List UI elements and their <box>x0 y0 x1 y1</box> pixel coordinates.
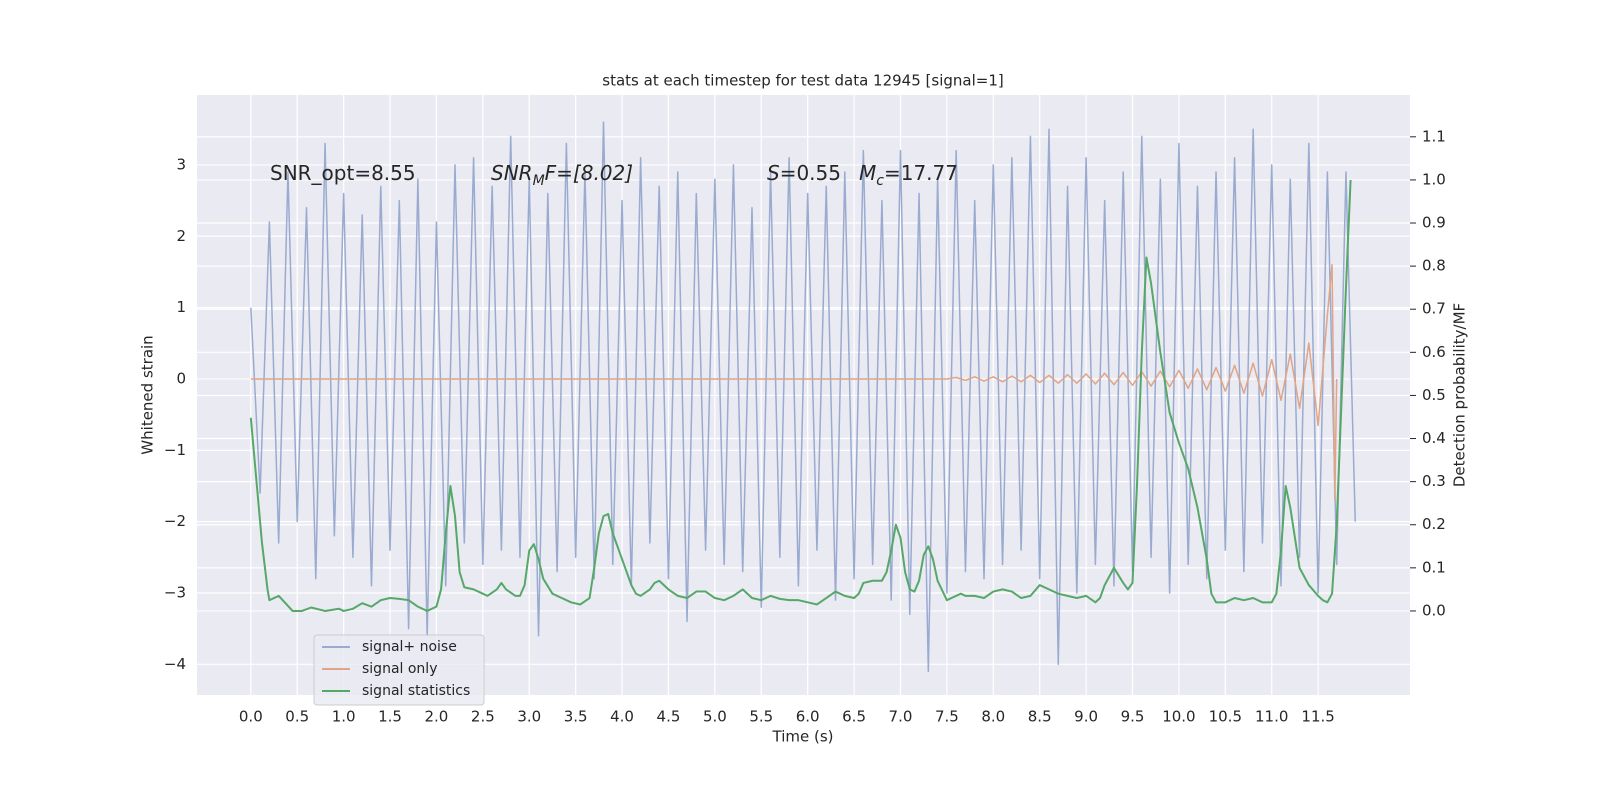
annotation: Mc=17.77 <box>859 161 958 189</box>
x-tick-label: 3.0 <box>517 708 541 726</box>
y-tick-label: −2 <box>164 512 186 530</box>
y2-tick-label: 1.0 <box>1422 170 1446 188</box>
x-tick-label: 4.0 <box>610 708 634 726</box>
x-tick-label: 8.0 <box>981 708 1005 726</box>
x-tick-label: 8.5 <box>1028 708 1052 726</box>
annotation: S=0.55 <box>767 161 841 185</box>
y2-tick-label: 1.1 <box>1422 127 1446 145</box>
annotation-part: =17.77 <box>884 161 958 185</box>
x-tick-label: 10.5 <box>1209 708 1242 726</box>
legend-label: signal+ noise <box>362 639 457 655</box>
annotation: SNRMF=[8.02] <box>491 161 633 189</box>
y2-tick-label: 0.5 <box>1422 386 1446 404</box>
x-tick-label: 0.5 <box>285 708 309 726</box>
y-tick-label: −4 <box>164 655 186 673</box>
y-tick-label: −1 <box>164 441 186 459</box>
annotation-part: M <box>859 161 876 185</box>
annotation-part: F=[8.02] <box>545 161 633 185</box>
y2-tick-label: 0.4 <box>1422 429 1446 447</box>
legend-label: signal only <box>362 661 437 677</box>
y2-tick-label: 0.6 <box>1422 343 1446 361</box>
annotation-part: c <box>876 173 884 189</box>
y2-tick-label: 0.7 <box>1422 300 1446 318</box>
x-tick-label: 9.0 <box>1074 708 1098 726</box>
annotation: SNR_opt=8.55 <box>270 161 416 185</box>
x-tick-label: 7.0 <box>889 708 913 726</box>
legend: signal+ noise signal only signal statistic… <box>313 634 485 706</box>
x-tick-label: 5.5 <box>749 708 773 726</box>
x-tick-label: 5.0 <box>703 708 727 726</box>
series-line <box>250 121 1356 673</box>
x-tick-label: 11.5 <box>1301 708 1334 726</box>
series-line <box>250 264 1338 501</box>
x-tick-label: 7.5 <box>935 708 959 726</box>
y-tick-label: −3 <box>164 583 186 601</box>
annotation-part: SNR <box>491 161 533 185</box>
series <box>249 121 1356 673</box>
y-tick-label: 0 <box>176 369 186 387</box>
annotation-part: SNR_opt=8.55 <box>270 161 416 185</box>
y-tick-label: 2 <box>176 227 186 245</box>
x-tick-label: 2.5 <box>471 708 495 726</box>
y2-axis-label: Detection probability/MF <box>1451 303 1469 487</box>
annotation-part: M <box>533 173 545 189</box>
y2-tick-label: 0.9 <box>1422 214 1446 232</box>
y-axis-label: Whitened strain <box>139 335 157 454</box>
x-tick-label: 2.0 <box>425 708 449 726</box>
legend-box <box>313 634 485 706</box>
x-tick-label: 4.5 <box>657 708 681 726</box>
y2-tick-label: 0.2 <box>1422 515 1446 533</box>
annotations: SNR_opt=8.55 SNRMF=[8.02] S=0.55 Mc=17.77 <box>270 161 958 189</box>
x-tick-label: 6.0 <box>796 708 820 726</box>
annotation-part: S <box>767 161 780 185</box>
x-tick-label: 0.0 <box>239 708 263 726</box>
legend-label: signal statistics <box>362 683 470 699</box>
y2-tick-label: 0.8 <box>1422 257 1446 275</box>
x-tick-label: 1.5 <box>378 708 402 726</box>
x-tick-label: 11.0 <box>1255 708 1288 726</box>
y2-tick-label: 0.0 <box>1422 601 1446 619</box>
series-line <box>249 179 1352 612</box>
x-tick-label: 3.5 <box>564 708 588 726</box>
annotation-part: =0.55 <box>780 161 841 185</box>
x-tick-label: 9.5 <box>1121 708 1145 726</box>
y-tick-label: 1 <box>176 298 186 316</box>
y2-tick-label: 0.1 <box>1422 558 1446 576</box>
x-tick-label: 1.0 <box>332 708 356 726</box>
chart-title: stats at each timestep for test data 129… <box>602 72 1003 90</box>
x-tick-label: 6.5 <box>842 708 866 726</box>
x-tick-label: 10.0 <box>1162 708 1195 726</box>
x-axis-label: Time (s) <box>772 728 834 746</box>
y2-tick-label: 0.3 <box>1422 472 1446 490</box>
y-tick-label: 3 <box>176 155 186 173</box>
